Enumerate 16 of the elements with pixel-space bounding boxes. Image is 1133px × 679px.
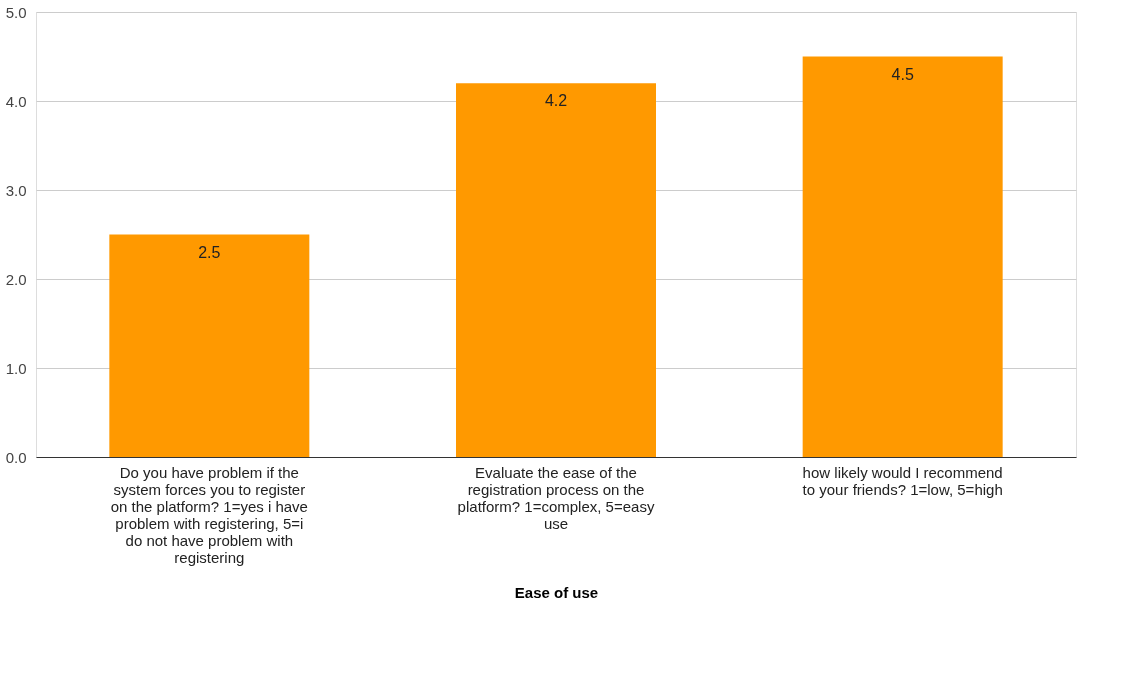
data-label: 4.2: [544, 92, 568, 110]
y-tick-label: 3.0: [5, 181, 27, 199]
x-axis-title: Ease of use: [514, 583, 599, 601]
y-tick-label: 1.0: [5, 359, 27, 377]
x-tick-label: how likely would I recommend to your friends? 1=low, 5=high: [802, 463, 1003, 498]
x-tick-label: Evaluate the ease of the registration process on the platform? 1=complex, 5=easy use: [457, 463, 655, 532]
bar: [456, 83, 656, 457]
data-label: 2.5: [198, 243, 221, 261]
x-tick-label: Do you have problem if the system forces you to register on the platform? 1=yes i have problem with registering, 5=i do not have problem with registering: [110, 463, 308, 566]
data-label: 4.5: [891, 65, 914, 83]
bar: [802, 56, 1003, 457]
y-tick-label: 5.0: [5, 3, 27, 21]
bar: [109, 234, 310, 457]
y-tick-label: 0.0: [5, 448, 27, 466]
y-tick-label: 4.0: [5, 92, 27, 110]
y-tick-label: 2.0: [5, 270, 27, 288]
